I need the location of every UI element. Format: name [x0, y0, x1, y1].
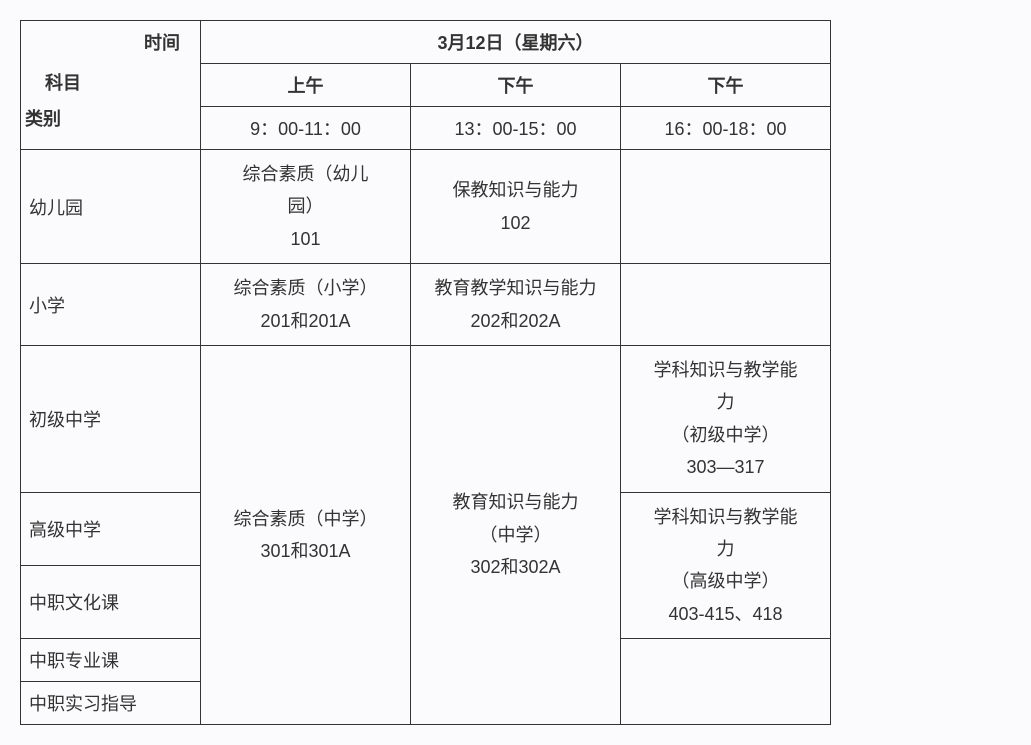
youeryuan-col2: 保教知识与能力 102 — [411, 150, 621, 264]
header-period-2: 下午 — [621, 64, 831, 107]
category-youeryuan: 幼儿园 — [21, 150, 201, 264]
youeryuan-col1: 综合素质（幼儿 园） 101 — [201, 150, 411, 264]
text-line: 教育知识与能力 — [423, 486, 608, 518]
text-line: （高级中学） — [633, 565, 818, 597]
text-line: （初级中学） — [633, 419, 818, 451]
text-line: 园） — [213, 190, 398, 222]
header-time-2: 16：00-18：00 — [621, 107, 831, 150]
diagonal-header-cell: 时间 科目 类别 — [21, 21, 201, 150]
header-time-label: 时间 — [144, 29, 180, 55]
row-chuji: 初级中学 综合素质（中学） 301和301A 教育知识与能力 （中学） 302和… — [21, 345, 831, 492]
text-line: 303—317 — [633, 451, 818, 483]
text-line: 综合素质（幼儿 — [213, 158, 398, 190]
header-time-1: 13：00-15：00 — [411, 107, 621, 150]
text-line: 102 — [423, 207, 608, 239]
xiaoxue-col1: 综合素质（小学） 201和201A — [201, 264, 411, 346]
header-row-1: 时间 科目 类别 3月12日（星期六） — [21, 21, 831, 64]
header-time-0: 9：00-11：00 — [201, 107, 411, 150]
row-youeryuan: 幼儿园 综合素质（幼儿 园） 101 保教知识与能力 102 — [21, 150, 831, 264]
category-chuji: 初级中学 — [21, 345, 201, 492]
header-date: 3月12日（星期六） — [201, 21, 831, 64]
text-line: 101 — [213, 223, 398, 255]
text-line: （中学） — [423, 519, 608, 551]
text-line: 学科知识与教学能 — [633, 501, 818, 533]
text-line: 教育教学知识与能力 — [423, 272, 608, 304]
youeryuan-col3 — [621, 150, 831, 264]
schedule-table: 时间 科目 类别 3月12日（星期六） 上午 下午 下午 9：00-11：00 … — [20, 20, 831, 725]
row-xiaoxue: 小学 综合素质（小学） 201和201A 教育教学知识与能力 202和202A — [21, 264, 831, 346]
text-line: 力 — [633, 533, 818, 565]
category-zz-wenhua: 中职文化课 — [21, 565, 201, 638]
chuji-col3: 学科知识与教学能 力 （初级中学） 303—317 — [621, 345, 831, 492]
header-period-1: 下午 — [411, 64, 621, 107]
gaoji-col3: 学科知识与教学能 力 （高级中学） 403-415、418 — [621, 492, 831, 639]
xiaoxue-col3 — [621, 264, 831, 346]
header-period-0: 上午 — [201, 64, 411, 107]
header-category-label: 类别 — [25, 105, 61, 131]
zhongxue-col1: 综合素质（中学） 301和301A — [201, 345, 411, 724]
text-line: 301和301A — [213, 535, 398, 567]
text-line: 302和302A — [423, 551, 608, 583]
text-line: 力 — [633, 386, 818, 418]
category-gaoji: 高级中学 — [21, 492, 201, 565]
category-zz-zhuanye: 中职专业课 — [21, 639, 201, 682]
xiaoxue-col2: 教育教学知识与能力 202和202A — [411, 264, 621, 346]
text-line: 202和202A — [423, 305, 608, 337]
header-subject-label: 科目 — [45, 69, 81, 95]
text-line: 403-415、418 — [633, 598, 818, 630]
zz-col3 — [621, 639, 831, 725]
text-line: 保教知识与能力 — [423, 174, 608, 206]
text-line: 综合素质（小学） — [213, 272, 398, 304]
zhongxue-col2: 教育知识与能力 （中学） 302和302A — [411, 345, 621, 724]
text-line: 201和201A — [213, 305, 398, 337]
category-xiaoxue: 小学 — [21, 264, 201, 346]
text-line: 学科知识与教学能 — [633, 354, 818, 386]
category-zz-shixi: 中职实习指导 — [21, 682, 201, 725]
text-line: 综合素质（中学） — [213, 503, 398, 535]
